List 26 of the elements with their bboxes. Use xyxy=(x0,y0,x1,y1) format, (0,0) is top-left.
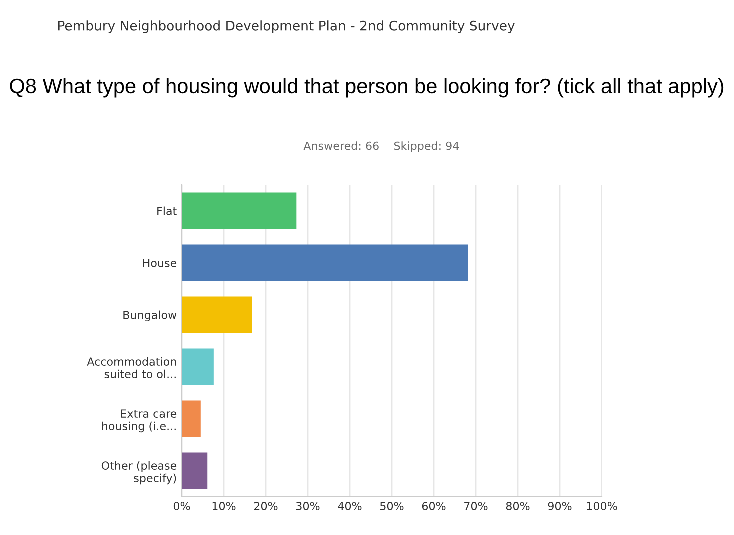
bar xyxy=(182,348,214,386)
x-tick-label: 60% xyxy=(422,502,446,510)
y-tick-label: House xyxy=(143,259,177,268)
x-tick-label: 10% xyxy=(212,502,236,510)
x-tick-label: 50% xyxy=(380,502,404,510)
x-tick-label: 80% xyxy=(506,502,530,510)
x-tick-label: 0% xyxy=(174,502,190,510)
bar xyxy=(182,452,208,490)
x-tick-label: 30% xyxy=(296,502,320,510)
bar xyxy=(182,192,297,230)
chart-title: Q8 What type of housing would that person be looking for? (tick all that apply) xyxy=(10,78,724,98)
y-tick-label: Bungalow xyxy=(124,310,177,322)
x-tick-label: 100% xyxy=(587,502,618,510)
x-tick-label: 90% xyxy=(548,502,572,510)
y-tick-label: Flat xyxy=(158,206,177,216)
bar xyxy=(182,400,201,438)
x-tick-label: 40% xyxy=(338,502,362,510)
chart-subtitle: Answered: 66 Skipped: 94 xyxy=(304,142,460,152)
y-tick-label: Accommodation suited to ol... xyxy=(87,357,176,378)
y-tick-label: Extra care housing (i.e... xyxy=(102,410,177,433)
bar xyxy=(182,244,468,282)
bar xyxy=(182,296,252,334)
text: Pembury Neighbourhood Development Plan - 2nd Community Survey xyxy=(58,20,515,34)
x-tick-label: 20% xyxy=(254,502,278,510)
x-tick-label: 70% xyxy=(464,502,488,510)
y-tick-label: Other (please specify) xyxy=(102,461,177,485)
